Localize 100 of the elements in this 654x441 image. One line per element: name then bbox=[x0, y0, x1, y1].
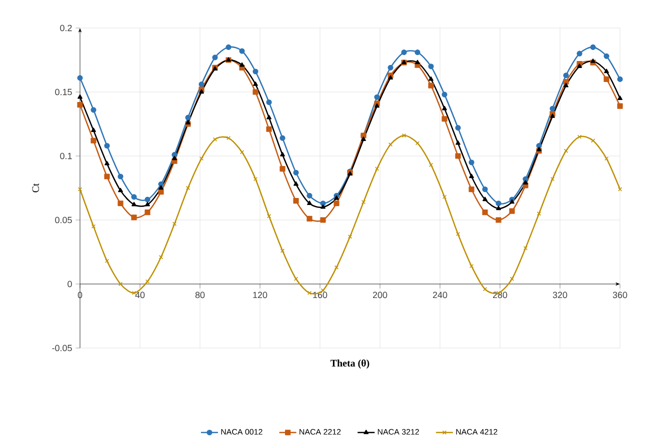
point bbox=[482, 196, 488, 202]
x-tick-label: 40 bbox=[135, 292, 145, 298]
point bbox=[482, 186, 488, 192]
y-tick-label: -0.05 bbox=[52, 344, 72, 352]
point bbox=[563, 72, 569, 78]
point bbox=[388, 75, 393, 80]
point bbox=[510, 199, 514, 204]
point bbox=[334, 195, 339, 200]
point bbox=[455, 153, 461, 159]
point bbox=[618, 96, 622, 100]
point bbox=[293, 170, 299, 176]
point bbox=[456, 232, 460, 236]
point bbox=[91, 128, 96, 132]
point bbox=[401, 50, 407, 56]
point bbox=[186, 186, 190, 190]
point bbox=[590, 138, 596, 143]
point bbox=[158, 189, 164, 195]
point bbox=[226, 136, 231, 140]
point bbox=[104, 174, 110, 180]
y-tick-label: 0.15 bbox=[55, 88, 72, 96]
point bbox=[428, 76, 434, 81]
point bbox=[415, 60, 420, 64]
point bbox=[294, 181, 298, 186]
point bbox=[252, 68, 258, 74]
point bbox=[523, 246, 528, 250]
point bbox=[604, 156, 609, 161]
x-tick-label: 120 bbox=[253, 292, 268, 298]
point bbox=[104, 258, 110, 264]
point bbox=[78, 94, 82, 99]
point bbox=[442, 116, 448, 122]
x-tick-label: 360 bbox=[612, 292, 628, 298]
point bbox=[240, 62, 244, 67]
point bbox=[172, 156, 177, 160]
point bbox=[348, 234, 352, 239]
point bbox=[564, 82, 568, 88]
y-tick-label: 0 bbox=[68, 280, 72, 288]
point bbox=[442, 194, 447, 200]
point bbox=[226, 44, 232, 50]
point bbox=[402, 133, 406, 138]
point bbox=[90, 138, 96, 144]
point bbox=[577, 134, 582, 139]
point bbox=[496, 206, 501, 210]
point bbox=[266, 126, 272, 132]
x-tick-label: 200 bbox=[372, 292, 388, 298]
point bbox=[496, 217, 502, 223]
point bbox=[374, 166, 380, 171]
point bbox=[212, 137, 218, 142]
point bbox=[198, 82, 204, 88]
point bbox=[428, 162, 434, 168]
point bbox=[374, 94, 380, 100]
point bbox=[320, 217, 326, 223]
point bbox=[144, 196, 150, 202]
point bbox=[280, 248, 285, 253]
point bbox=[306, 216, 312, 222]
point bbox=[550, 176, 555, 182]
point bbox=[145, 202, 150, 206]
point bbox=[415, 141, 420, 146]
point bbox=[361, 136, 366, 141]
point bbox=[361, 200, 366, 204]
point bbox=[469, 264, 474, 268]
point bbox=[442, 92, 448, 98]
point bbox=[536, 146, 542, 152]
point bbox=[266, 99, 272, 106]
point bbox=[604, 76, 610, 82]
point bbox=[576, 50, 582, 56]
y-axis-title: Ct bbox=[32, 183, 39, 192]
point bbox=[118, 174, 124, 180]
point bbox=[104, 142, 110, 149]
point bbox=[428, 64, 434, 70]
y-tick-label: 0.05 bbox=[55, 216, 72, 224]
point bbox=[199, 156, 204, 161]
point bbox=[158, 185, 164, 190]
point bbox=[550, 106, 556, 112]
point bbox=[172, 152, 178, 158]
point bbox=[293, 198, 299, 204]
point bbox=[240, 150, 244, 154]
point bbox=[266, 114, 272, 120]
point bbox=[482, 210, 488, 216]
y-tick-label: 0.2 bbox=[60, 24, 72, 32]
point bbox=[104, 160, 110, 166]
y-tick-label: 0.1 bbox=[60, 152, 72, 160]
x-tick-label: 80 bbox=[195, 292, 205, 298]
point bbox=[617, 103, 623, 109]
point bbox=[604, 68, 609, 74]
point bbox=[496, 200, 502, 206]
point bbox=[280, 135, 286, 141]
point bbox=[388, 64, 394, 70]
point bbox=[185, 114, 191, 120]
point bbox=[617, 76, 623, 82]
point bbox=[294, 276, 298, 281]
point bbox=[590, 58, 596, 63]
point bbox=[564, 148, 568, 153]
point bbox=[442, 106, 447, 110]
point bbox=[266, 214, 272, 218]
point bbox=[91, 224, 96, 228]
point bbox=[374, 103, 380, 108]
point bbox=[172, 222, 177, 226]
point bbox=[428, 82, 434, 88]
point bbox=[510, 276, 514, 281]
point bbox=[280, 152, 285, 156]
